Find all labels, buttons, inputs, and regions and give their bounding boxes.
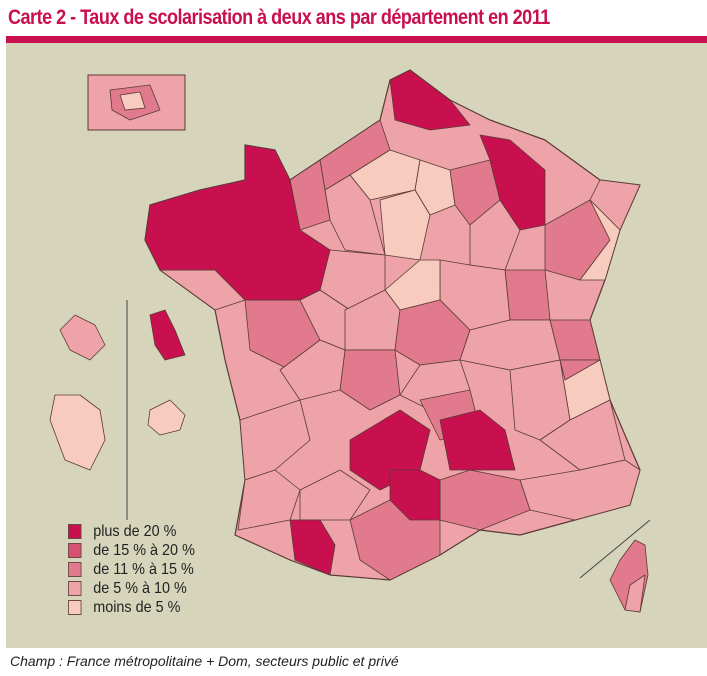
department [519, 459, 641, 521]
legend-swatch [68, 581, 82, 596]
legend-swatch [68, 543, 82, 558]
department [579, 199, 621, 281]
corsica-separator [579, 519, 651, 579]
legend-item: de 11 % à 15 % [68, 560, 195, 579]
department-high [389, 69, 471, 131]
dom-guadeloupe [59, 314, 106, 361]
legend: plus de 20 % de 15 % à 20 % de 11 % à 15… [68, 522, 209, 617]
dom-guyane [49, 394, 106, 471]
corsica-south [624, 574, 646, 613]
map-title: Carte 2 - Taux de scolarisation à deux a… [8, 6, 550, 29]
department-high [479, 134, 546, 231]
legend-label: moins de 5 % [93, 598, 181, 616]
dom-martinique [149, 309, 186, 361]
department [379, 189, 431, 261]
department-high [289, 519, 336, 576]
department [504, 269, 551, 321]
legend-swatch [68, 562, 82, 577]
department-high [439, 409, 516, 471]
title-underline [6, 36, 707, 43]
department [469, 199, 521, 271]
department-high [389, 469, 441, 521]
department [237, 469, 301, 531]
department-high [144, 144, 331, 301]
legend-item: plus de 20 % [68, 522, 195, 541]
dom-reunion [147, 399, 186, 436]
legend-label: de 5 % à 10 % [93, 579, 187, 597]
legend-label: plus de 20 % [93, 522, 177, 540]
legend-swatch [68, 600, 82, 615]
legend-item: moins de 5 % [68, 598, 195, 617]
legend-label: de 15 % à 20 % [93, 541, 195, 559]
department [239, 399, 311, 481]
department [279, 339, 346, 401]
department [539, 399, 626, 471]
department [299, 469, 371, 521]
legend-item: de 15 % à 20 % [68, 541, 195, 560]
paris-inset-center [119, 91, 146, 111]
legend-label: de 11 % à 15 % [93, 560, 194, 578]
legend-item: de 5 % à 10 % [68, 579, 195, 598]
footer-note: Champ : France métropolitaine + Dom, sec… [10, 653, 399, 669]
department [559, 359, 601, 381]
legend-swatch [68, 524, 82, 539]
